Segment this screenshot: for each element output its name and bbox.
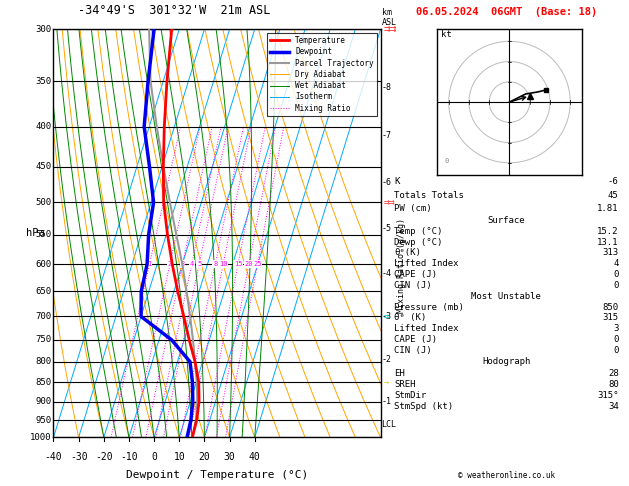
Text: 750: 750: [36, 335, 52, 345]
Text: -10: -10: [120, 451, 138, 462]
Text: -20: -20: [95, 451, 113, 462]
Text: Dewp (°C): Dewp (°C): [394, 238, 442, 247]
Text: 80: 80: [608, 380, 619, 389]
Legend: Temperature, Dewpoint, Parcel Trajectory, Dry Adiabat, Wet Adiabat, Isotherm, Mi: Temperature, Dewpoint, Parcel Trajectory…: [267, 33, 377, 116]
Text: 550: 550: [36, 230, 52, 239]
Text: 850: 850: [36, 378, 52, 387]
Text: 950: 950: [36, 416, 52, 424]
Text: Lifted Index: Lifted Index: [394, 259, 459, 268]
Text: Dewpoint / Temperature (°C): Dewpoint / Temperature (°C): [126, 470, 308, 480]
Text: -6: -6: [381, 178, 391, 187]
Text: -7: -7: [381, 131, 391, 140]
Text: 0: 0: [151, 451, 157, 462]
Text: Surface: Surface: [487, 216, 525, 225]
Text: 315: 315: [603, 313, 619, 323]
Text: PW (cm): PW (cm): [394, 204, 431, 213]
Text: -4: -4: [381, 269, 391, 278]
Text: 650: 650: [36, 287, 52, 296]
Text: LCL: LCL: [381, 420, 396, 429]
Text: 700: 700: [36, 312, 52, 321]
Text: θᵉ(K): θᵉ(K): [394, 248, 421, 258]
Text: 313: 313: [603, 248, 619, 258]
Text: 28: 28: [608, 368, 619, 378]
Text: 10: 10: [219, 261, 228, 267]
Text: -5: -5: [381, 224, 391, 233]
Text: StmDir: StmDir: [394, 391, 426, 400]
Text: 20: 20: [199, 451, 210, 462]
Text: →: →: [384, 378, 389, 387]
Text: 1000: 1000: [30, 433, 52, 442]
Text: CIN (J): CIN (J): [394, 346, 431, 355]
Text: 800: 800: [36, 357, 52, 366]
Text: StmSpd (kt): StmSpd (kt): [394, 402, 453, 411]
Text: Lifted Index: Lifted Index: [394, 324, 459, 333]
Text: CAPE (J): CAPE (J): [394, 335, 437, 345]
Text: Pressure (mb): Pressure (mb): [394, 302, 464, 312]
Text: Totals Totals: Totals Totals: [394, 191, 464, 200]
Text: CIN (J): CIN (J): [394, 281, 431, 290]
Text: -40: -40: [45, 451, 62, 462]
Text: 300: 300: [36, 25, 52, 34]
Text: 450: 450: [36, 162, 52, 171]
Text: 900: 900: [36, 397, 52, 406]
Text: 15.2: 15.2: [597, 227, 619, 236]
Text: km
ASL: km ASL: [382, 8, 397, 27]
Text: EH: EH: [394, 368, 404, 378]
Text: 0: 0: [613, 281, 619, 290]
Text: 500: 500: [36, 198, 52, 207]
Text: 4: 4: [613, 259, 619, 268]
Text: Hodograph: Hodograph: [482, 357, 530, 366]
Text: 0: 0: [613, 346, 619, 355]
Text: 3: 3: [181, 261, 184, 267]
Text: 40: 40: [249, 451, 260, 462]
Text: 0: 0: [445, 158, 449, 164]
Text: 1.81: 1.81: [597, 204, 619, 213]
Text: ⇉⇉: ⇉⇉: [384, 197, 396, 208]
Text: 15: 15: [234, 261, 242, 267]
Text: 5: 5: [197, 261, 201, 267]
Text: 06.05.2024  06GMT  (Base: 18): 06.05.2024 06GMT (Base: 18): [416, 7, 597, 17]
Text: Most Unstable: Most Unstable: [471, 292, 542, 301]
Text: 850: 850: [603, 302, 619, 312]
Text: 30: 30: [224, 451, 235, 462]
Text: ⇉: ⇉: [384, 312, 389, 321]
Text: SREH: SREH: [394, 380, 416, 389]
Text: 0: 0: [613, 270, 619, 279]
Text: -2: -2: [381, 355, 391, 364]
Text: 10: 10: [174, 451, 185, 462]
Text: 3: 3: [613, 324, 619, 333]
Text: ⇉⇉: ⇉⇉: [384, 24, 397, 34]
Text: CAPE (J): CAPE (J): [394, 270, 437, 279]
Text: 350: 350: [36, 77, 52, 86]
Text: 25: 25: [253, 261, 262, 267]
Text: kt: kt: [441, 30, 452, 39]
Text: 1: 1: [147, 261, 152, 267]
Text: -1: -1: [381, 397, 391, 406]
Text: © weatheronline.co.uk: © weatheronline.co.uk: [458, 471, 555, 480]
Text: -3: -3: [381, 312, 391, 321]
Text: 400: 400: [36, 122, 52, 131]
Text: 4: 4: [189, 261, 194, 267]
Text: 20: 20: [245, 261, 253, 267]
Text: -34°49'S  301°32'W  21m ASL: -34°49'S 301°32'W 21m ASL: [78, 4, 270, 17]
Text: 600: 600: [36, 260, 52, 269]
Text: -6: -6: [608, 177, 619, 186]
Text: 315°: 315°: [597, 391, 619, 400]
Text: Mixing Ratio (g/kg): Mixing Ratio (g/kg): [398, 218, 406, 313]
Text: 2: 2: [168, 261, 172, 267]
Text: K: K: [394, 177, 399, 186]
Text: hPa: hPa: [26, 228, 45, 238]
Text: -30: -30: [70, 451, 87, 462]
Text: 8: 8: [213, 261, 218, 267]
Text: 0: 0: [613, 335, 619, 345]
Text: θᵉ (K): θᵉ (K): [394, 313, 426, 323]
Text: -8: -8: [381, 83, 391, 92]
Text: Temp (°C): Temp (°C): [394, 227, 442, 236]
Text: 45: 45: [608, 191, 619, 200]
Text: 34: 34: [608, 402, 619, 411]
Text: 13.1: 13.1: [597, 238, 619, 247]
